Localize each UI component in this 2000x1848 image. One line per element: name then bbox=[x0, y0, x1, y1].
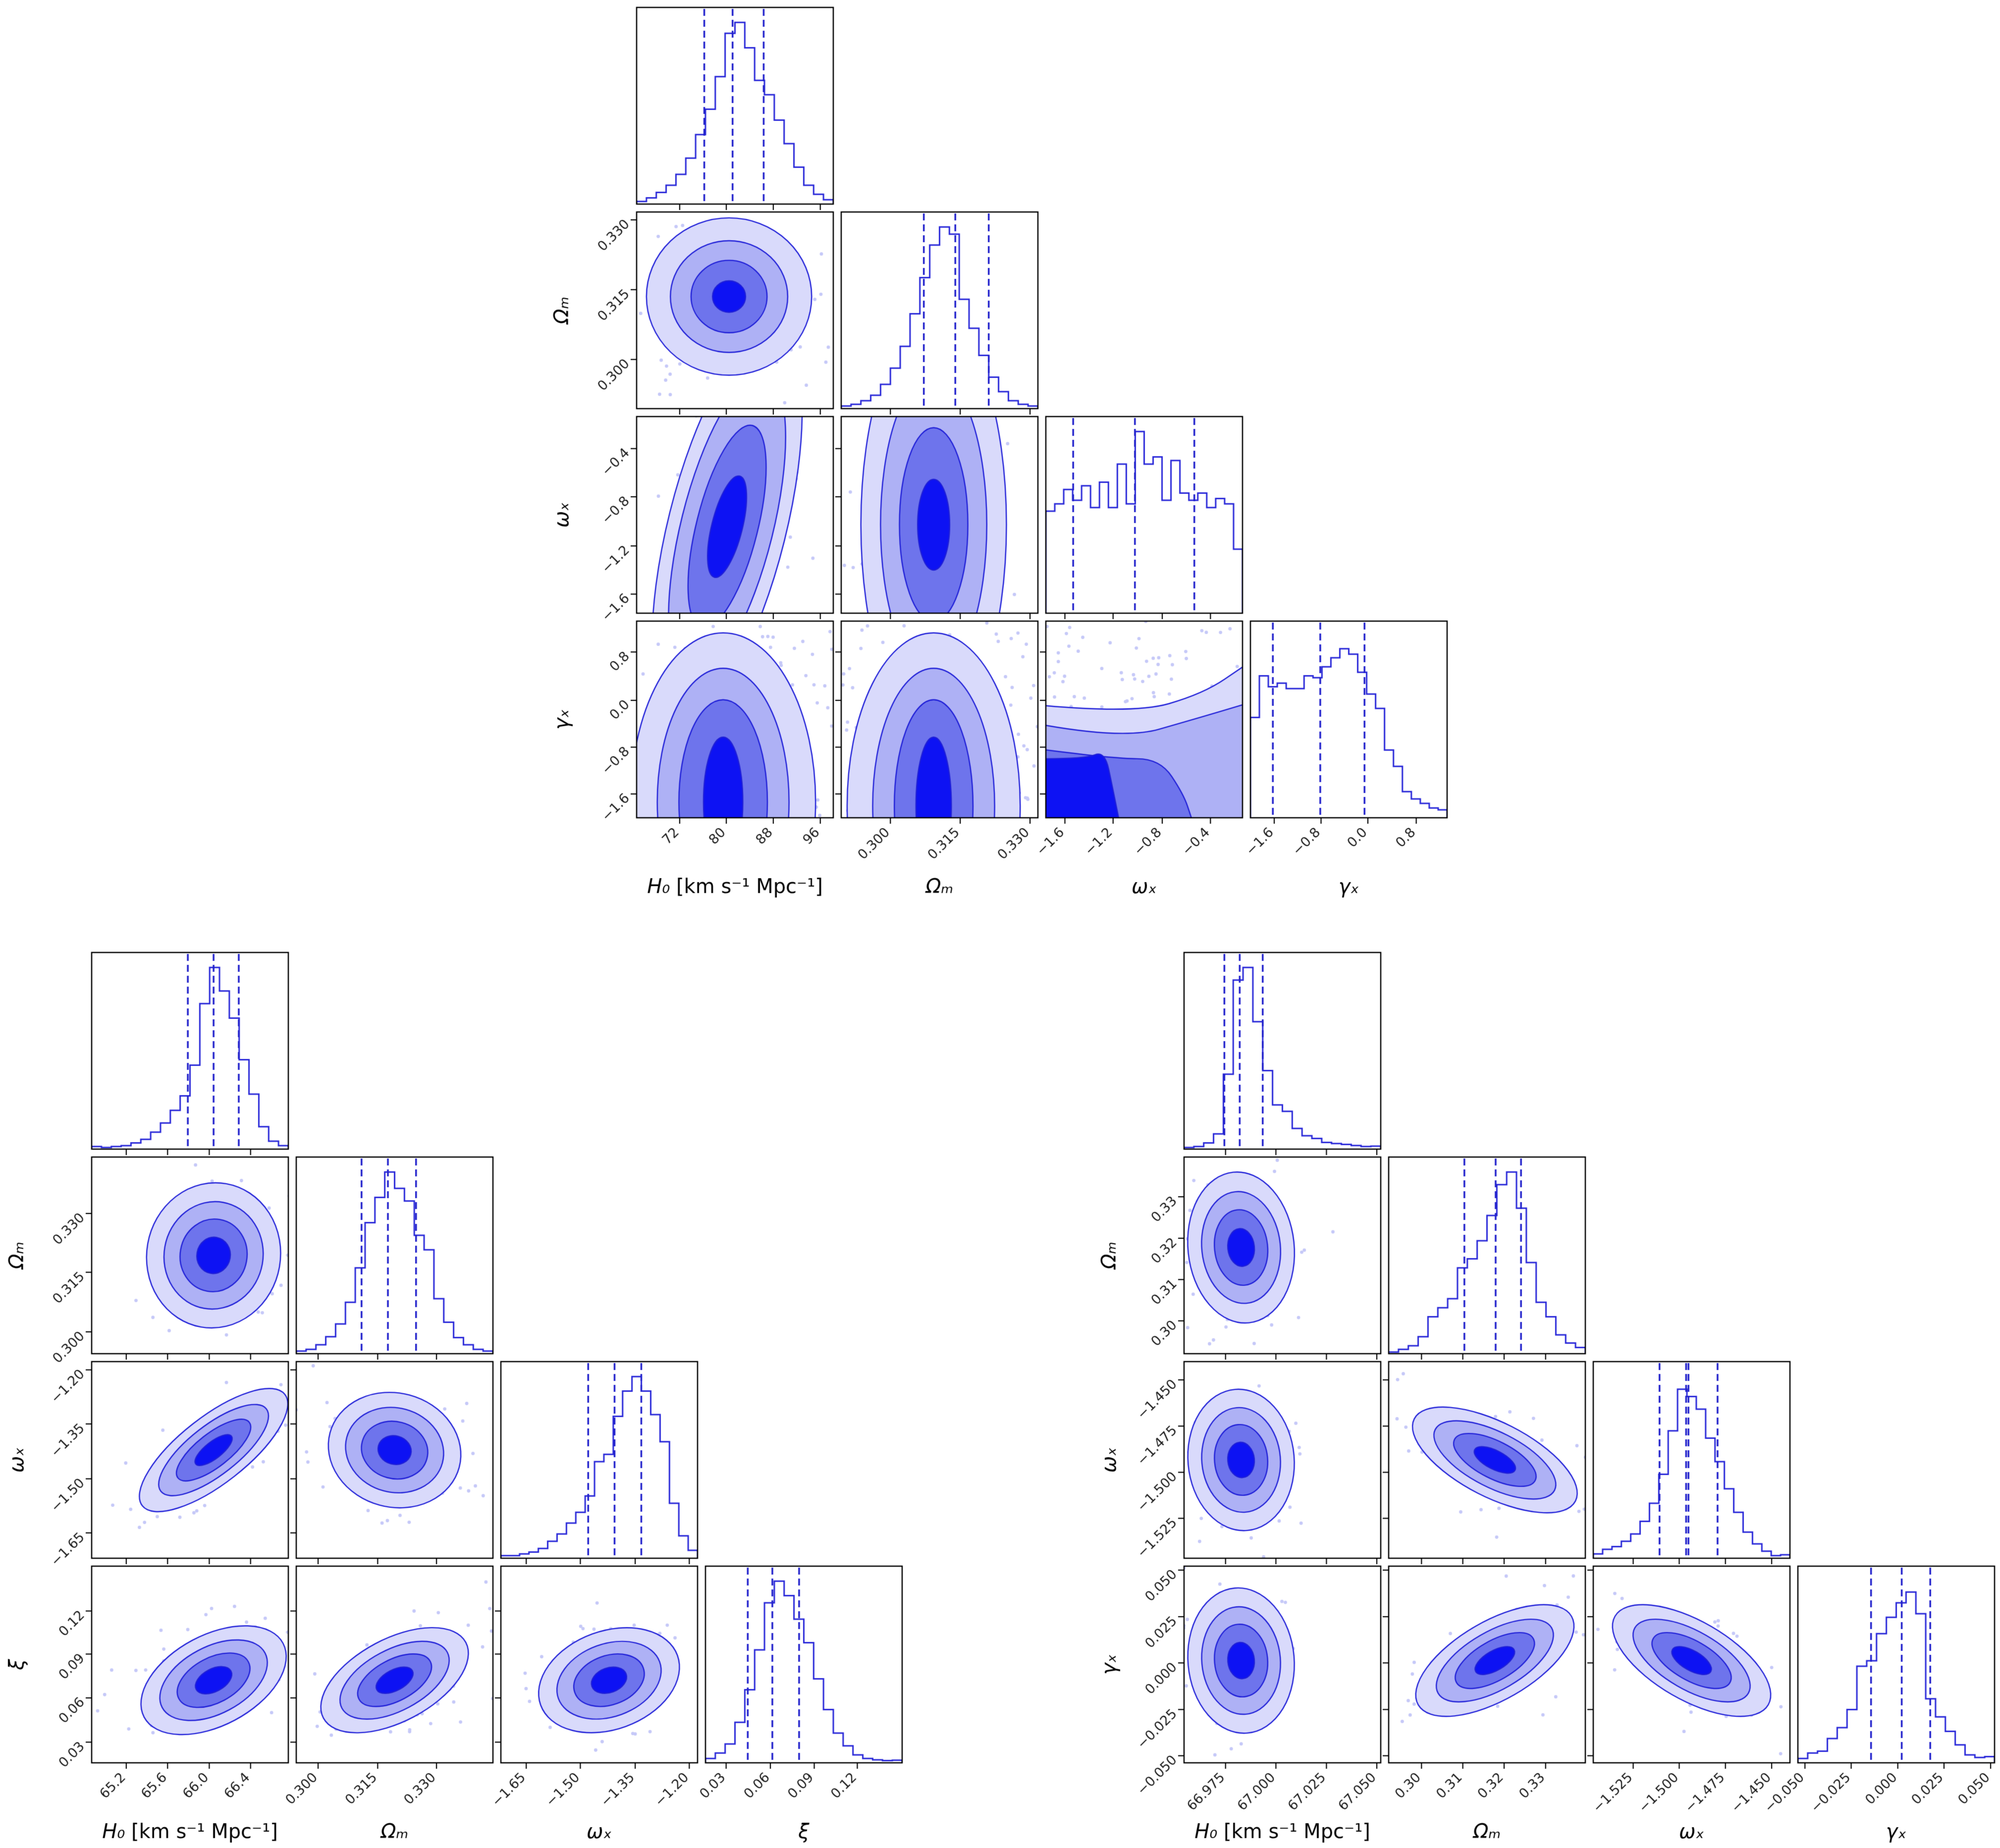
corner-plot-bottom-right-h0-om-wx-gx bbox=[1080, 950, 2000, 1847]
corner-plot-top-h0-om-wx-gx bbox=[533, 3, 1452, 906]
corner-plot-bottom-left-h0-om-wx-xi bbox=[0, 950, 907, 1847]
